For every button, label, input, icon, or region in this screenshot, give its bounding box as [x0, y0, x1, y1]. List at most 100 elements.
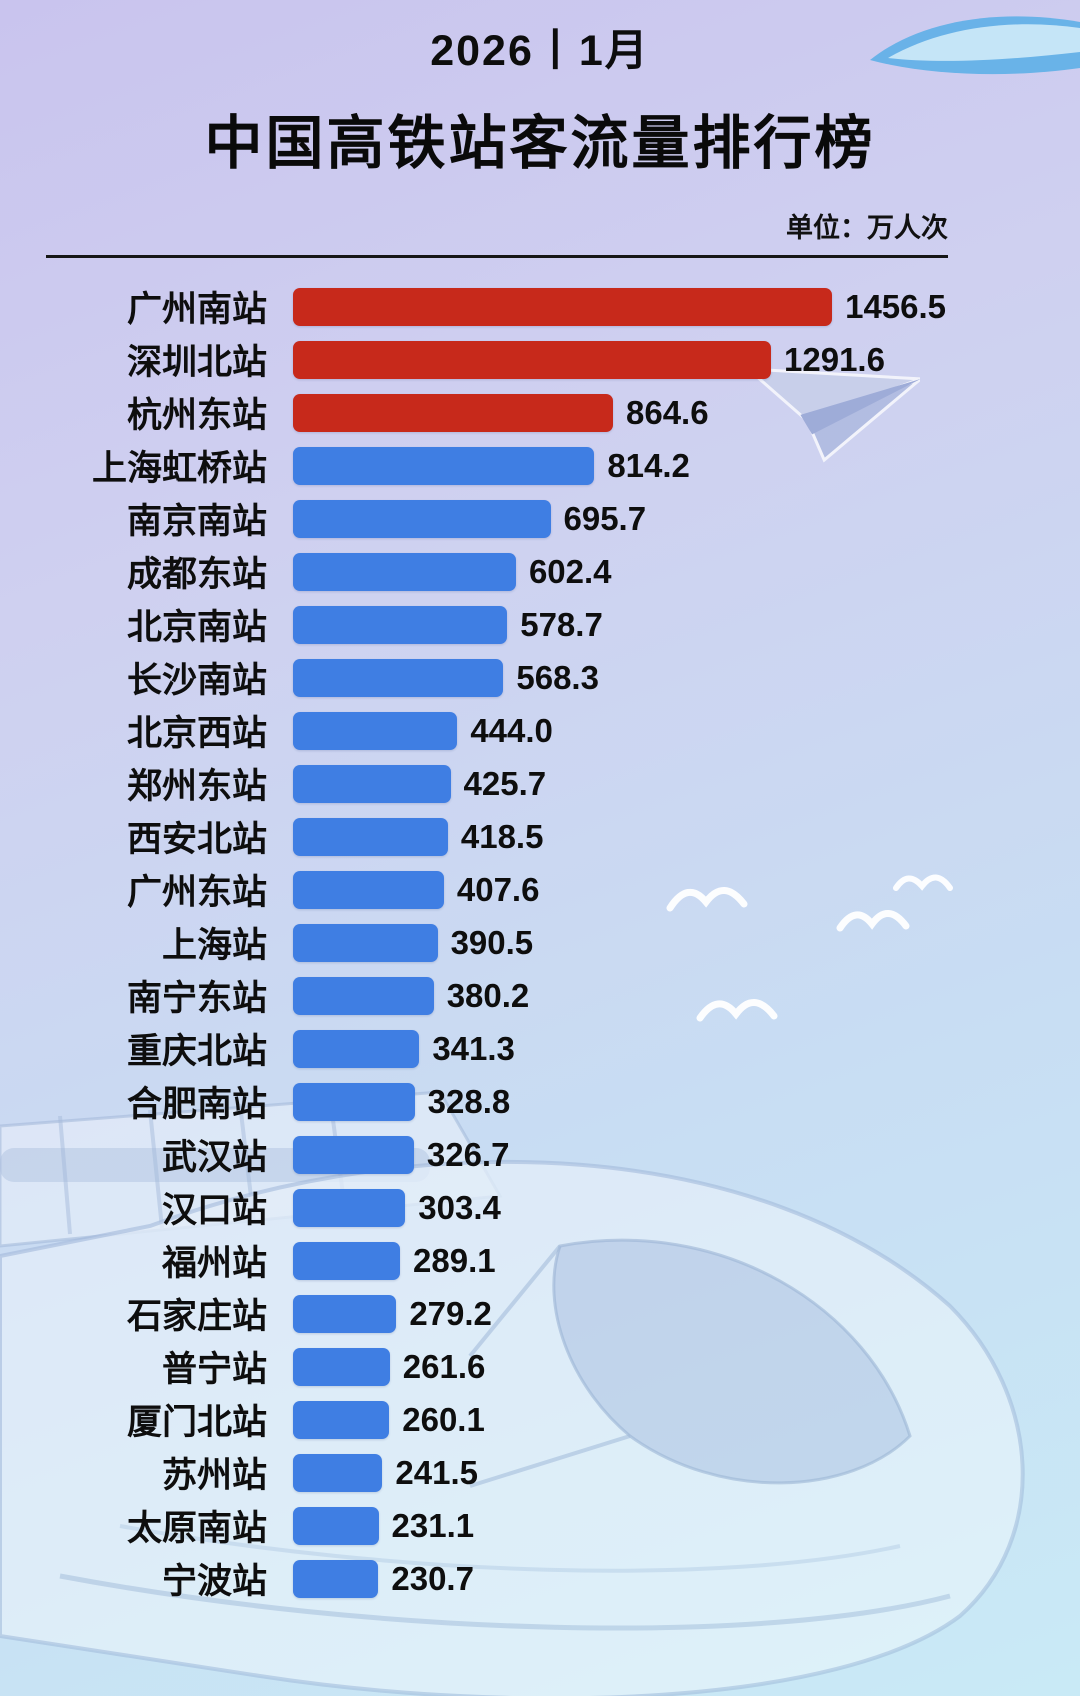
bar	[293, 1453, 383, 1492]
bar	[293, 764, 451, 803]
bar	[293, 1241, 401, 1280]
station-label: 石家庄站	[126, 1297, 267, 1336]
value-label: 303.4	[418, 1188, 501, 1226]
chart-row: 普宁站 261.6	[0, 1340, 1080, 1393]
bar-track: 326.7	[293, 1135, 1080, 1174]
chart-row: 福州站 289.1	[0, 1234, 1080, 1287]
station-label: 福州站	[161, 1244, 267, 1283]
value-label: 425.7	[463, 764, 547, 802]
divider	[46, 255, 948, 258]
chart-row: 长沙南站 568.3	[0, 651, 1080, 704]
chart-row: 汉口站 303.4	[0, 1181, 1080, 1234]
value-label: 864.6	[625, 393, 709, 431]
station-label: 重庆北站	[126, 1032, 267, 1071]
bar-track: 231.1	[293, 1506, 1080, 1545]
chart-row: 苏州站 241.5	[0, 1446, 1080, 1499]
station-label: 北京西站	[126, 714, 267, 753]
value-label: 602.4	[528, 552, 612, 590]
bar-track: 279.2	[293, 1294, 1080, 1333]
value-label: 326.7	[426, 1135, 510, 1173]
bar-track: 241.5	[293, 1453, 1080, 1492]
bar-track: 390.5	[293, 923, 1080, 962]
station-label: 普宁站	[161, 1350, 267, 1389]
chart-row: 上海站 390.5	[0, 916, 1080, 969]
station-label: 上海虹桥站	[91, 449, 267, 488]
bar-track: 260.1	[293, 1400, 1080, 1439]
chart-row: 北京南站 578.7	[0, 598, 1080, 651]
station-label: 太原南站	[126, 1509, 267, 1548]
bar-track: 418.5	[293, 817, 1080, 856]
bar-track: 303.4	[293, 1188, 1080, 1227]
bar	[293, 393, 613, 432]
value-label: 578.7	[520, 605, 603, 643]
value-label: 568.3	[516, 658, 599, 696]
bar-track: 341.3	[293, 1029, 1080, 1068]
chart-row: 武汉站 326.7	[0, 1128, 1080, 1181]
bar-track: 261.6	[293, 1347, 1080, 1386]
value-label: 241.5	[395, 1453, 478, 1491]
bar-track: 407.6	[293, 870, 1080, 909]
period-label: 2026丨1月	[430, 27, 650, 75]
bar	[293, 870, 444, 909]
value-label: 1291.6	[784, 340, 885, 378]
value-label: 230.7	[391, 1559, 474, 1597]
bar	[293, 1082, 415, 1121]
bar-track: 602.4	[293, 552, 1080, 591]
bar-track: 425.7	[293, 764, 1080, 803]
bar	[293, 1347, 390, 1386]
bar	[293, 1029, 420, 1068]
station-label: 厦门北站	[126, 1403, 267, 1442]
chart-row: 重庆北站 341.3	[0, 1022, 1080, 1075]
station-label: 广州南站	[126, 290, 267, 329]
chart-row: 南京南站 695.7	[0, 492, 1080, 545]
bar	[293, 817, 448, 856]
bar-track: 1456.5	[293, 287, 1080, 326]
chart-row: 太原南站 231.1	[0, 1499, 1080, 1552]
station-label: 上海站	[161, 926, 267, 965]
station-label: 合肥南站	[126, 1085, 267, 1124]
chart-row: 郑州东站 425.7	[0, 757, 1080, 810]
value-label: 390.5	[450, 923, 534, 961]
station-label: 苏州站	[161, 1456, 267, 1495]
value-label: 380.2	[446, 976, 530, 1014]
station-label: 广州东站	[126, 873, 267, 912]
chart-row: 杭州东站 864.6	[0, 386, 1080, 439]
bar-track: 695.7	[293, 499, 1080, 538]
value-label: 407.6	[456, 870, 540, 908]
page: 2026丨1月 中国高铁站客流量排行榜 单位：万人次 广州南站 1456.5 深…	[0, 27, 1080, 1605]
bar	[293, 976, 434, 1015]
station-label: 深圳北站	[126, 343, 267, 382]
station-label: 郑州东站	[126, 767, 267, 806]
bar	[293, 1135, 414, 1174]
bar-track: 814.2	[293, 446, 1080, 485]
value-label: 328.8	[427, 1082, 511, 1120]
bar-chart: 广州南站 1456.5 深圳北站 1291.6 杭州东站 864.6 上海虹桥站…	[0, 280, 1080, 1605]
value-label: 231.1	[391, 1506, 475, 1544]
bar-track: 328.8	[293, 1082, 1080, 1121]
bar	[293, 711, 458, 750]
bar	[293, 499, 551, 538]
station-label: 成都东站	[126, 555, 267, 594]
station-label: 北京南站	[126, 608, 267, 647]
bar	[293, 1400, 390, 1439]
chart-row: 南宁东站 380.2	[0, 969, 1080, 1022]
chart-row: 广州南站 1456.5	[0, 280, 1080, 333]
chart-row: 成都东站 602.4	[0, 545, 1080, 598]
chart-row: 宁波站 230.7	[0, 1552, 1080, 1605]
station-label: 杭州东站	[126, 396, 267, 435]
station-label: 西安北站	[126, 820, 267, 859]
page-title: 中国高铁站客流量排行榜	[204, 111, 876, 176]
chart-row: 西安北站 418.5	[0, 810, 1080, 863]
bar	[293, 658, 504, 697]
bar-track: 568.3	[293, 658, 1080, 697]
bar	[293, 340, 772, 379]
value-label: 260.1	[402, 1400, 485, 1438]
value-label: 1456.5	[845, 287, 947, 325]
chart-row: 厦门北站 260.1	[0, 1393, 1080, 1446]
bar	[293, 1294, 397, 1333]
value-label: 814.2	[607, 446, 690, 484]
station-label: 宁波站	[161, 1562, 267, 1601]
bar	[293, 1188, 406, 1227]
bar-track: 578.7	[293, 605, 1080, 644]
